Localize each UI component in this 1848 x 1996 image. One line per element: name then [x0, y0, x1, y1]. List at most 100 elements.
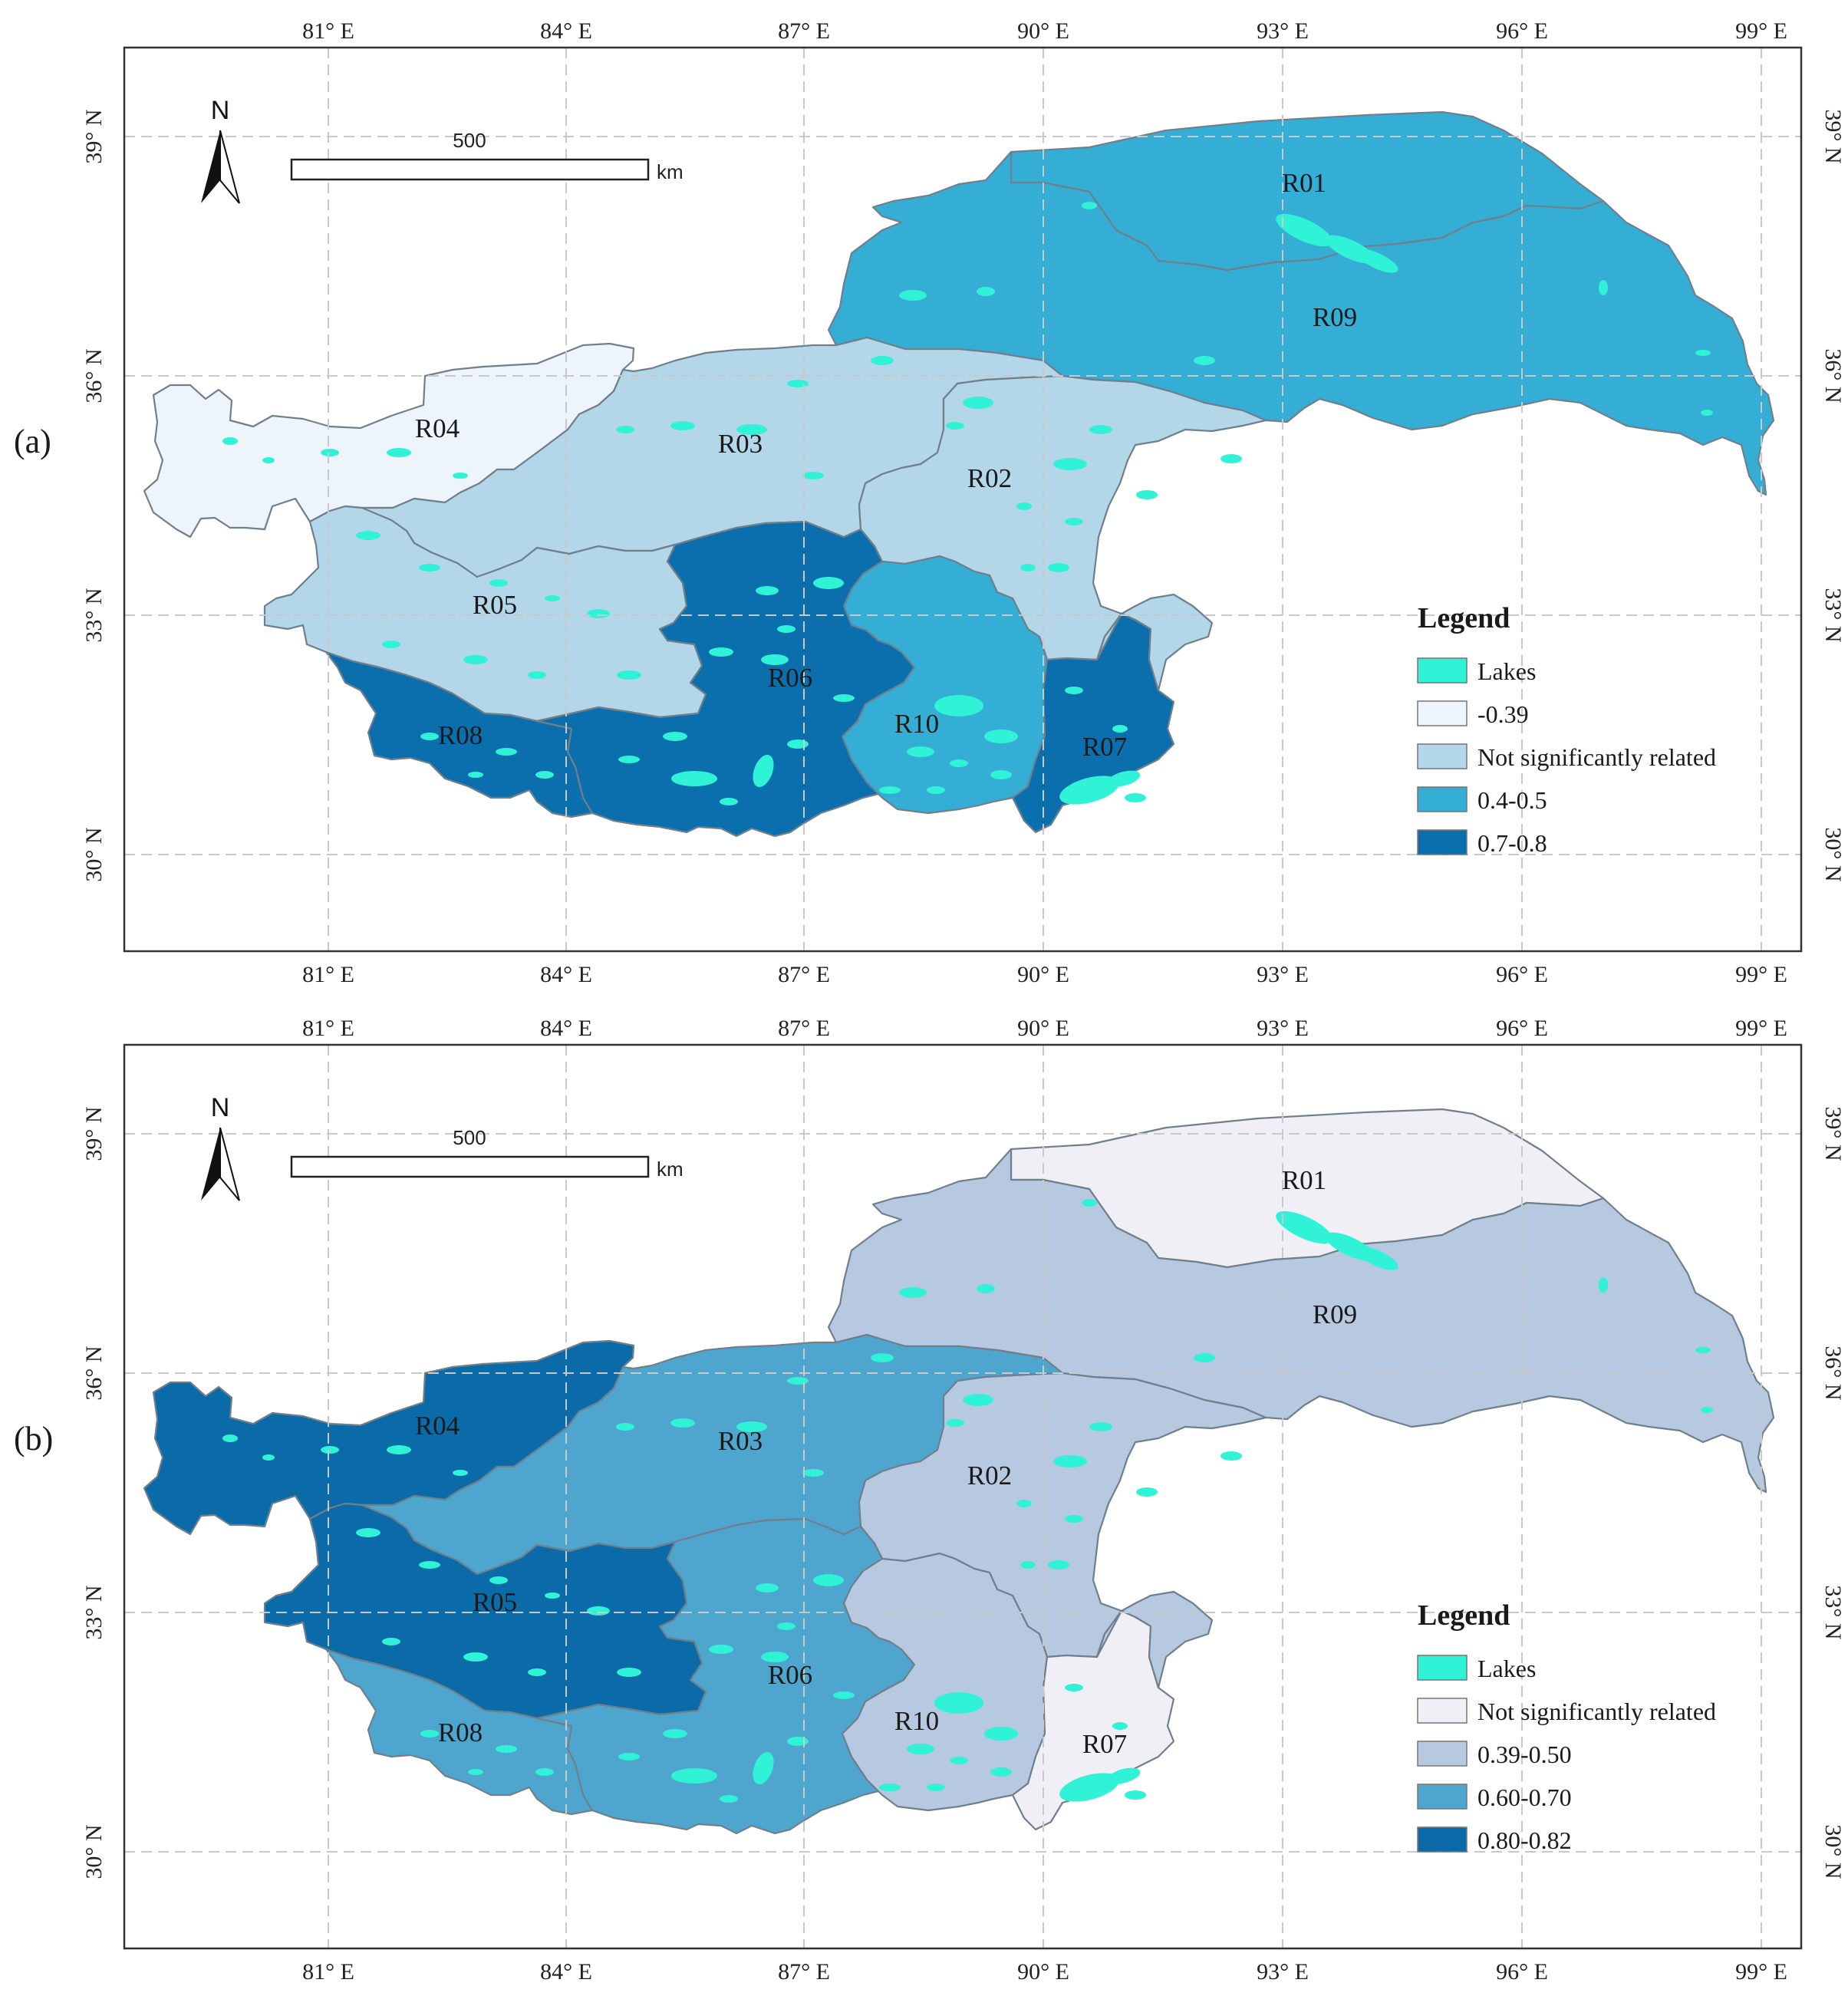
- lake: [616, 1423, 634, 1431]
- lake: [382, 1638, 400, 1645]
- lake: [463, 1652, 488, 1662]
- svg-text:N: N: [211, 1093, 230, 1122]
- lat-tick-label-left: 33° N: [81, 588, 107, 642]
- lake: [1112, 725, 1128, 733]
- lake: [946, 422, 964, 430]
- north-arrow-icon: N: [201, 1093, 240, 1201]
- lake: [616, 426, 634, 433]
- region-label-R03: R03: [718, 1426, 763, 1456]
- lon-tick-label-top: 96° E: [1496, 1016, 1548, 1041]
- lake: [419, 564, 440, 571]
- lake: [1599, 280, 1608, 295]
- lake: [1053, 1455, 1087, 1467]
- lake: [453, 473, 468, 479]
- lake: [907, 1744, 934, 1754]
- lake: [709, 647, 733, 657]
- region-R08: [324, 651, 594, 818]
- legend-item-label: -0.39: [1477, 700, 1529, 728]
- lake: [1276, 213, 1332, 247]
- lake: [1125, 793, 1146, 802]
- lon-tick-label-top: 96° E: [1496, 18, 1548, 44]
- lake: [802, 472, 824, 479]
- lat-tick-label-right: 39° N: [1820, 1106, 1846, 1161]
- lon-tick-label-top: 93° E: [1257, 18, 1309, 44]
- lake: [777, 625, 796, 633]
- lake: [736, 1421, 767, 1432]
- map-panel-a: R01 R09 R04 R03 R02 R05 R06 R10 R07 R08 81° E 81° E…: [14, 18, 1846, 987]
- lat-tick-label-right: 33° N: [1820, 588, 1846, 642]
- legend-item-label: 0.4-0.5: [1477, 786, 1547, 814]
- region-label-R03: R03: [718, 429, 763, 459]
- lake: [756, 586, 779, 595]
- region-R09: [827, 1148, 1775, 1494]
- legend-swatch: [1417, 1826, 1468, 1853]
- lon-tick-label-top: 93° E: [1257, 1016, 1309, 1041]
- lake: [528, 1668, 546, 1676]
- lake: [670, 1418, 695, 1428]
- lake: [787, 739, 809, 749]
- region-label-R06: R06: [768, 663, 812, 693]
- legend-swatch: [1417, 1655, 1468, 1681]
- lake: [787, 1737, 809, 1746]
- region-label-R10: R10: [894, 709, 939, 739]
- lake: [753, 754, 774, 788]
- lon-tick-label-top: 84° E: [540, 18, 592, 44]
- lon-tick-label-top: 81° E: [302, 1016, 354, 1041]
- region-R08: [324, 1648, 594, 1816]
- region-R10: [841, 1552, 1049, 1812]
- lat-tick-label-left: 36° N: [81, 348, 107, 403]
- region-label-R01: R01: [1282, 168, 1326, 198]
- lake: [618, 756, 640, 763]
- lon-tick-label-bottom: 90° E: [1017, 1959, 1069, 1984]
- map-body: R01 R09 R04 R03 R02 R05 R06 R10 R07 R08: [124, 48, 1801, 951]
- panel-label: (b): [14, 1420, 53, 1457]
- lake: [420, 733, 439, 740]
- scale-bar: 500 km: [290, 1126, 684, 1181]
- lake: [1599, 1277, 1608, 1293]
- lake: [420, 1730, 439, 1737]
- legend: Legend Lakes Not significantly related 0.39…: [1417, 1599, 1716, 1854]
- lake: [321, 1446, 339, 1454]
- lon-tick-label-bottom: 84° E: [540, 962, 592, 987]
- legend-item-label: Not significantly related: [1477, 1698, 1716, 1725]
- lake: [1089, 425, 1112, 434]
- lake: [927, 1784, 945, 1791]
- lake: [321, 449, 339, 456]
- lake: [934, 1692, 983, 1714]
- lake: [528, 671, 546, 679]
- lake: [934, 695, 983, 716]
- svg-text:N: N: [211, 96, 230, 125]
- lat-tick-label-right: 33° N: [1820, 1585, 1846, 1639]
- lat-tick-label-right: 36° N: [1820, 348, 1846, 403]
- map-frame: [123, 1043, 1803, 1950]
- lake: [990, 770, 1012, 779]
- lake: [496, 748, 517, 756]
- legend-title: Legend: [1418, 602, 1510, 634]
- lon-tick-label-top: 87° E: [778, 18, 830, 44]
- lake: [1356, 249, 1398, 273]
- legend-swatch: [1417, 829, 1468, 855]
- lake: [1065, 518, 1083, 525]
- lake: [1194, 1353, 1215, 1362]
- lake: [671, 771, 717, 786]
- lake: [1082, 202, 1097, 209]
- lake: [617, 670, 641, 680]
- lon-tick-label-top: 90° E: [1017, 18, 1069, 44]
- lake: [663, 1729, 687, 1738]
- lake: [709, 1645, 733, 1654]
- legend-item-label: 0.7-0.8: [1477, 829, 1547, 857]
- legend-swatch: [1417, 743, 1468, 769]
- lake: [720, 798, 738, 805]
- lake: [950, 1757, 968, 1764]
- lake: [1053, 458, 1087, 470]
- region-label-R09: R09: [1313, 1299, 1357, 1329]
- lon-tick-label-bottom: 81° E: [302, 1959, 354, 1984]
- lake: [813, 577, 844, 589]
- lake: [1220, 1451, 1242, 1461]
- lat-tick-label-left: 30° N: [81, 827, 107, 881]
- lon-tick-label-bottom: 96° E: [1496, 1959, 1548, 1984]
- legend-swatch: [1417, 786, 1468, 812]
- lake: [1112, 1722, 1128, 1730]
- lake: [1136, 490, 1158, 499]
- lake: [946, 1419, 964, 1427]
